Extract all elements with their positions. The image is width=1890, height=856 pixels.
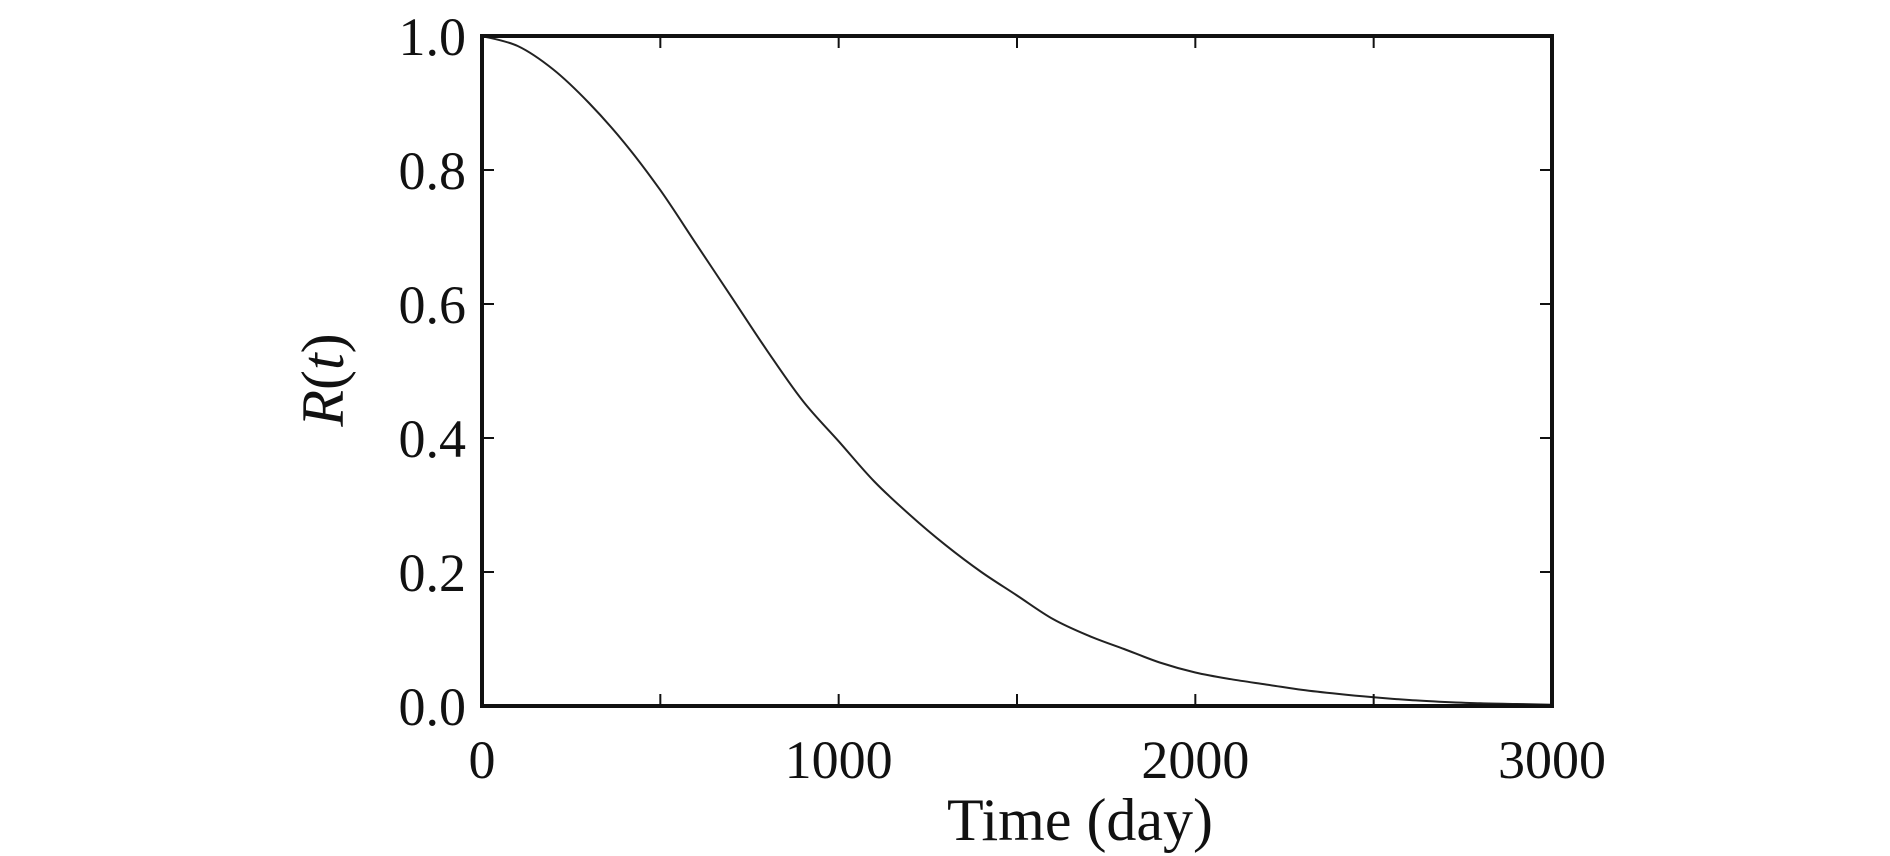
y-axis-label-open: ( bbox=[290, 370, 356, 390]
y-tick-label: 1.0 bbox=[399, 7, 467, 67]
x-tick-label: 0 bbox=[469, 730, 496, 790]
series-line bbox=[481, 35, 1553, 706]
y-tick-label: 0.8 bbox=[399, 141, 467, 201]
y-axis-label-prefix: R bbox=[290, 390, 356, 428]
y-axis-label-close: ) bbox=[290, 333, 356, 353]
x-tick-label: 3000 bbox=[1498, 730, 1606, 790]
y-tick-label: 0.6 bbox=[399, 275, 467, 335]
y-axis-label: R(t) bbox=[290, 333, 356, 427]
y-tick-label: 0.4 bbox=[399, 409, 467, 469]
y-axis-label-var: t bbox=[290, 352, 356, 370]
x-tick-label: 1000 bbox=[785, 730, 893, 790]
plot-frame bbox=[480, 34, 1554, 708]
y-tick-label: 0.2 bbox=[399, 543, 467, 603]
x-axis-label: Time (day) bbox=[947, 787, 1213, 853]
y-tick-label: 0.0 bbox=[399, 677, 467, 737]
x-tick-label: 2000 bbox=[1141, 730, 1249, 790]
